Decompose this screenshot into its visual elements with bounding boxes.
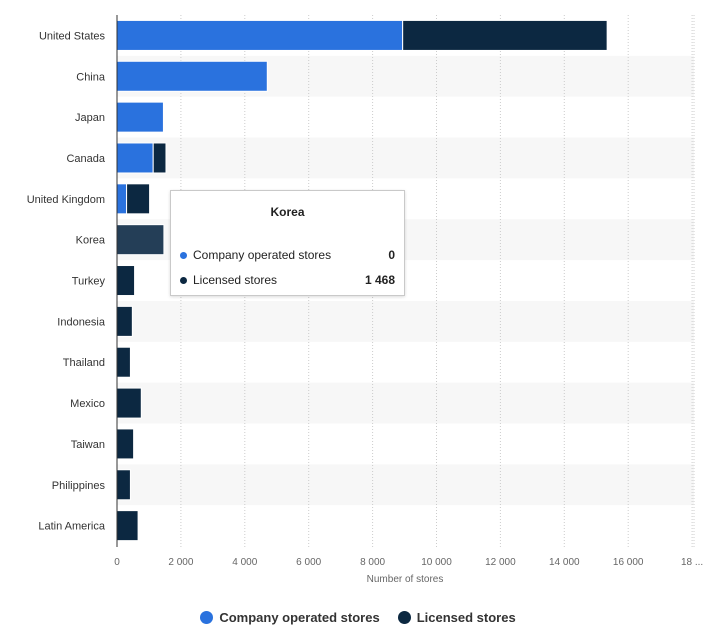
licensed-series-dot-icon <box>180 276 187 284</box>
bar-licensed-mexico[interactable] <box>116 387 142 419</box>
tooltip-title: Korea <box>270 205 305 219</box>
stacked-bar-chart: United States China Japan Canada United King… <box>27 15 703 585</box>
bar-company-operated-united-states[interactable] <box>116 19 404 51</box>
bar-licensed-philippines[interactable] <box>116 469 131 501</box>
tooltip-row-value: 0 <box>388 248 395 262</box>
legend: Company operated stores Licensed stores <box>0 607 716 627</box>
x-tick-label: 18 ... <box>681 557 703 568</box>
x-tick-label: 10 000 <box>421 557 452 568</box>
x-tick-label: 12 000 <box>485 557 516 568</box>
bar-licensed-united-kingdom[interactable] <box>126 183 151 215</box>
bar-company-operated-japan[interactable] <box>116 101 164 133</box>
row-band <box>117 300 694 342</box>
tooltip-row-company: Company operated stores 0 <box>180 247 395 263</box>
bar-licensed-united-states[interactable] <box>402 19 608 51</box>
licensed-series-dot-icon <box>397 610 411 624</box>
tooltip-row-label: Licensed stores <box>193 273 278 287</box>
bar-licensed-indonesia[interactable] <box>116 305 133 337</box>
category-label: China <box>76 71 106 83</box>
category-label: Turkey <box>72 276 106 288</box>
x-tick-label: 4 000 <box>232 557 257 568</box>
category-label: Thailand <box>63 357 105 369</box>
bar-company-operated-united-kingdom[interactable] <box>116 183 128 215</box>
x-tick-label: 14 000 <box>549 557 580 568</box>
legend-label: Company operated stores <box>219 609 380 625</box>
bar-licensed-latin-america[interactable] <box>116 510 139 542</box>
row-band <box>117 382 694 424</box>
category-label: Canada <box>66 153 105 165</box>
x-tick-label: 2 000 <box>168 557 193 568</box>
category-label: Philippines <box>52 480 106 492</box>
category-label: United Kingdom <box>27 194 105 206</box>
x-tick-label: 8 000 <box>360 557 385 568</box>
row-band <box>117 137 694 179</box>
x-tick-label: 6 000 <box>296 557 321 568</box>
row-band <box>117 464 694 506</box>
x-tick-label: 16 000 <box>613 557 644 568</box>
category-label: Mexico <box>70 398 105 410</box>
company-series-dot-icon <box>200 610 214 624</box>
company-series-dot-icon <box>180 251 187 259</box>
bar-licensed-taiwan[interactable] <box>116 428 135 460</box>
category-label: Latin America <box>38 521 106 533</box>
category-label: Taiwan <box>71 439 105 451</box>
x-tick-label: 0 <box>114 557 120 568</box>
tooltip-row-label: Company operated stores <box>193 248 332 262</box>
tooltip-row-licensed: Licensed stores 1 468 <box>180 272 395 288</box>
bar-licensed-canada[interactable] <box>152 142 167 174</box>
legend-label: Licensed stores <box>416 609 516 625</box>
bar-company-operated-china[interactable] <box>116 60 268 92</box>
category-label: United States <box>39 30 106 42</box>
category-label: Japan <box>75 112 105 124</box>
legend-item-licensed[interactable]: Licensed stores <box>397 607 516 627</box>
bar-company-operated-canada[interactable] <box>116 142 154 174</box>
bar-licensed-korea[interactable] <box>116 224 165 256</box>
legend-item-company-operated[interactable]: Company operated stores <box>200 607 380 627</box>
x-axis-title: Number of stores <box>367 574 444 585</box>
tooltip-row-value: 1 468 <box>364 273 395 287</box>
bar-licensed-thailand[interactable] <box>116 346 131 378</box>
category-label: Indonesia <box>57 316 106 328</box>
bar-licensed-turkey[interactable] <box>116 265 136 297</box>
tooltip: Korea Company operated stores 0 Licensed… <box>170 190 405 296</box>
category-label: Korea <box>76 235 106 247</box>
